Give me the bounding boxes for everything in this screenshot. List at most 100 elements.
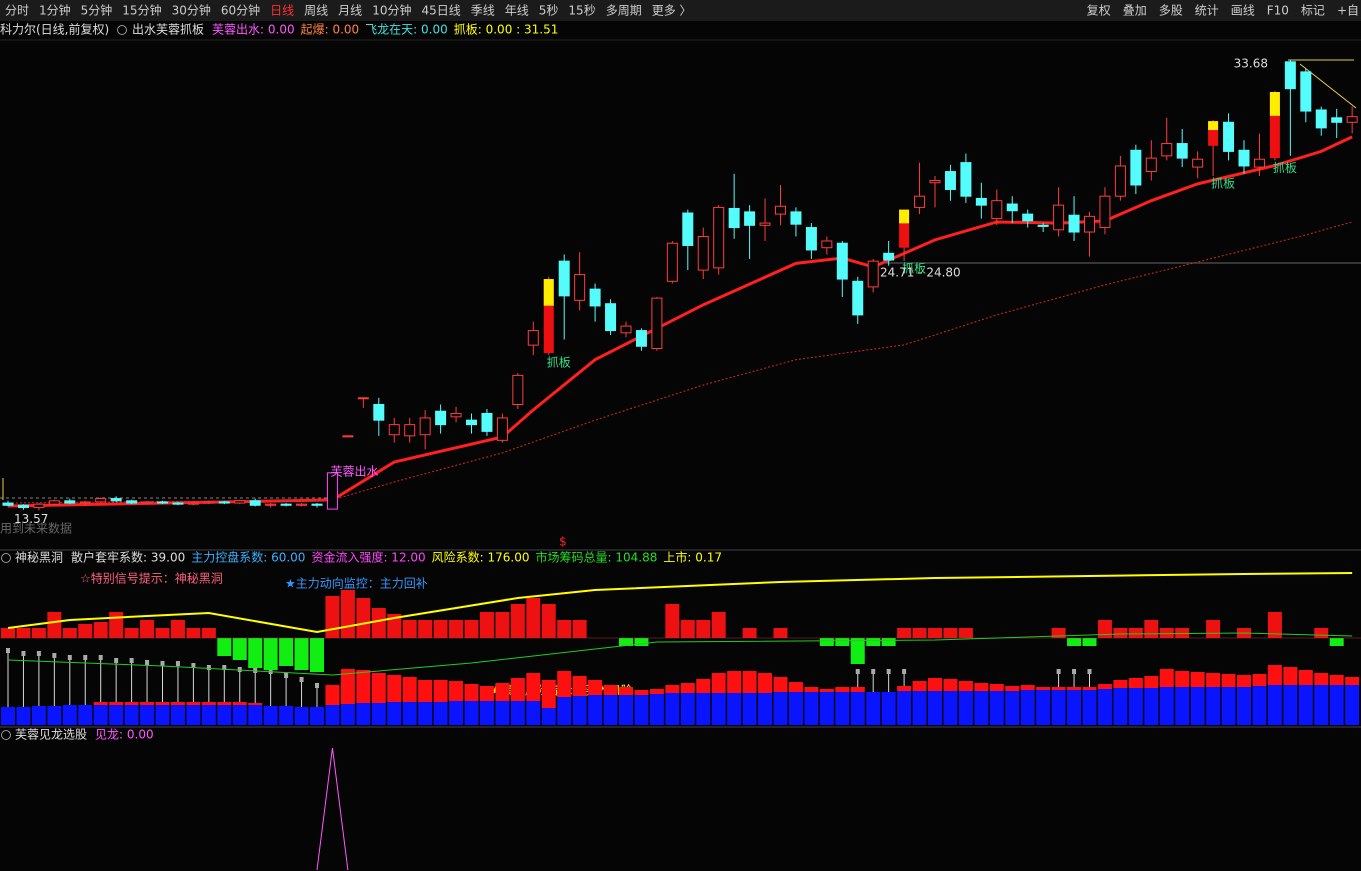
title: 科力尔(日线,前复权) (0, 22, 109, 37)
candle-body (342, 435, 354, 438)
stack-bar (1128, 678, 1143, 688)
stack-bar (124, 705, 139, 725)
candle-body (728, 208, 740, 229)
toolbar-button[interactable]: 多股 (1159, 4, 1183, 18)
signal-bar (16, 628, 31, 638)
signal-bar (495, 612, 510, 638)
signal-label: 抓板 (902, 261, 926, 275)
candle-body (775, 205, 786, 215)
stack-bar (109, 705, 124, 725)
stack-bar (387, 675, 402, 702)
toolbar-tab[interactable]: 分时 (5, 4, 29, 18)
signal-bar (263, 638, 278, 670)
signal-bar (1144, 620, 1159, 638)
stack-bar (186, 705, 201, 725)
signal-bar (294, 638, 309, 670)
toolbar-button[interactable]: 复权 (1087, 4, 1111, 18)
signal-bar (140, 620, 155, 638)
toolbar-tab[interactable]: 5秒 (539, 4, 559, 18)
toolbar-tab[interactable]: 60分钟 (221, 3, 260, 18)
stack-bar (1175, 671, 1190, 687)
toolbar-tab[interactable]: 年线 (505, 4, 529, 18)
signal-bar (943, 628, 958, 638)
stack-bar (263, 706, 278, 725)
price-label: 13.57 (14, 512, 48, 526)
toolbar-button[interactable]: 统计 (1195, 4, 1219, 18)
candle-body (1192, 158, 1204, 168)
candle-body (1176, 143, 1188, 159)
marker: $ (559, 535, 567, 549)
stack-bar (1144, 688, 1159, 725)
stack-bar (155, 702, 170, 705)
toolbar-tab[interactable]: 季线 (471, 4, 495, 18)
toolbar-button[interactable]: 叠加 (1123, 4, 1147, 18)
legend-item: 散户套牢系数: 39.00 (71, 550, 185, 565)
stack-bar (1067, 687, 1082, 690)
signal-bar (526, 598, 541, 638)
toolbar-tab[interactable]: 更多 〉 (652, 4, 692, 18)
toolbar-tab[interactable]: 45日线 (421, 4, 460, 18)
toolbar-tab[interactable]: 10分钟 (372, 3, 411, 18)
stack-bar (62, 705, 77, 725)
stick-tip (160, 661, 165, 666)
icon[interactable] (117, 25, 127, 35)
signal-bar (418, 620, 433, 638)
toolbar-tab[interactable]: 15分钟 (122, 3, 161, 18)
note: 用到未来数据 (0, 521, 72, 536)
toolbar-tab[interactable]: 多周期 (606, 4, 642, 18)
stack-bar (619, 687, 633, 695)
candle-body (481, 412, 493, 432)
stick-tip (83, 655, 88, 660)
toolbar-tab[interactable]: 30分钟 (172, 3, 211, 18)
stack-bar (140, 705, 155, 725)
stack-bar (696, 693, 711, 725)
toolbar-tab[interactable]: 周线 (304, 4, 328, 18)
stack-bar (78, 705, 93, 725)
signal-bar (819, 638, 834, 646)
stack-bar (989, 691, 1004, 725)
candle-body (944, 171, 956, 190)
stack-bar (835, 692, 850, 725)
stack-bar (572, 696, 587, 725)
signal-bar (449, 620, 464, 638)
stack-bar (402, 702, 417, 725)
stack-bar (1221, 687, 1236, 725)
stack-bar (788, 682, 803, 692)
toolbar-tab[interactable]: 日线 (270, 4, 294, 18)
toolbar-tab[interactable]: 月线 (338, 4, 362, 18)
signal-bar (464, 620, 479, 638)
stack-bar (634, 690, 649, 695)
stack-bar (464, 701, 479, 725)
stack-bar (1, 707, 15, 725)
stack-bar (449, 681, 464, 701)
signal-bar (186, 628, 201, 638)
toolbar-button[interactable]: +自 (1337, 4, 1359, 18)
toolbar-tab[interactable]: 1分钟 (39, 3, 71, 18)
stack-bar (1097, 689, 1112, 725)
price-label: 24.71 - 24.80 (880, 266, 961, 280)
stack-bar (93, 702, 108, 705)
candle-body (311, 503, 323, 506)
candle-body (790, 211, 802, 225)
stack-bar (170, 702, 185, 705)
stack-bar (588, 680, 603, 695)
panel-title: 神秘黑洞 (15, 551, 63, 565)
signal-label: 抓板 (1211, 177, 1235, 191)
signal-bar (248, 638, 263, 668)
toolbar-tab[interactable]: 15秒 (568, 4, 595, 18)
stack-bar (356, 703, 371, 725)
icon[interactable] (1, 730, 11, 740)
signal-bar (619, 638, 633, 646)
candle-body (218, 501, 230, 504)
signal-segment (899, 209, 910, 224)
toolbar-tab[interactable]: 5分钟 (81, 3, 113, 18)
toolbar-button[interactable]: 标记 (1301, 4, 1325, 18)
toolbar-button[interactable]: 画线 (1231, 4, 1255, 18)
signal-bar (433, 620, 448, 638)
stack-bar (1082, 687, 1097, 690)
toolbar-button[interactable]: F10 (1267, 4, 1289, 18)
candle-body (110, 498, 122, 502)
candle-body (187, 502, 199, 505)
icon[interactable] (1, 553, 11, 563)
